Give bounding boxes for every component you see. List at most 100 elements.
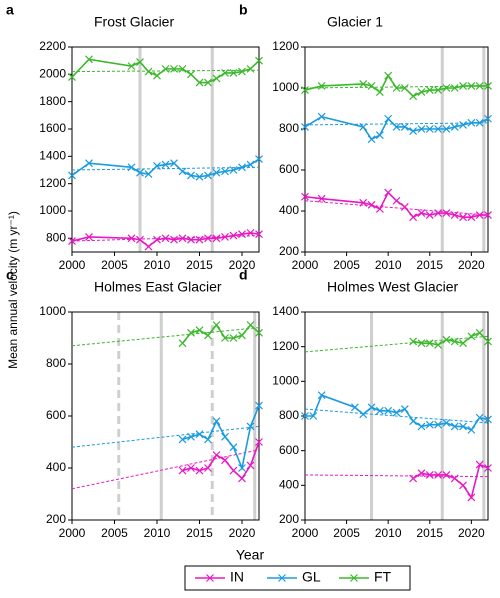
series-line [71, 232, 260, 248]
point [229, 334, 238, 342]
legend-label: GL [302, 569, 321, 585]
panel-letter: c [6, 267, 14, 283]
y-tick-label: 600 [46, 408, 66, 422]
y-tick-label: 200 [279, 512, 299, 526]
point [238, 474, 246, 483]
point [255, 230, 263, 239]
point [246, 422, 255, 431]
x-tick-label: 2000 [59, 526, 86, 540]
plot-frame [304, 46, 489, 253]
panel-title: Holmes West Glacier [327, 279, 459, 295]
point [255, 56, 263, 65]
point [204, 78, 212, 87]
x-axis-label: Year [236, 547, 265, 563]
point [221, 69, 229, 77]
point [359, 198, 368, 207]
point [459, 82, 467, 90]
point [434, 86, 443, 94]
point [187, 464, 195, 472]
point [195, 430, 204, 439]
point [384, 188, 393, 197]
point [221, 432, 229, 441]
series-line [412, 331, 489, 346]
panel-title: Glacier 1 [327, 14, 383, 30]
y-tick-label: 1200 [272, 39, 299, 53]
point [212, 74, 221, 83]
point [144, 170, 153, 179]
point [246, 64, 255, 73]
point [384, 114, 393, 123]
point [434, 341, 443, 349]
point [442, 209, 451, 217]
point [187, 235, 195, 244]
point [467, 213, 476, 222]
y-tick-label: 1000 [39, 203, 66, 217]
x-tick-label: 2000 [292, 526, 319, 540]
point [204, 331, 212, 340]
point [153, 161, 161, 170]
y-tick-label: 600 [279, 162, 299, 176]
point [359, 123, 368, 131]
point [375, 406, 384, 415]
point [417, 88, 426, 97]
point [467, 82, 476, 90]
point [475, 328, 484, 337]
x-tick-label: 2020 [229, 258, 256, 272]
point [450, 123, 459, 131]
point [425, 420, 434, 429]
point [301, 123, 309, 131]
panel-letter: d [239, 267, 248, 283]
point [484, 82, 492, 90]
trend-line [304, 474, 489, 478]
point [434, 471, 443, 479]
point [301, 86, 309, 94]
point [161, 160, 170, 169]
y-tick-label: 1600 [39, 121, 66, 135]
point [425, 125, 434, 133]
point [484, 464, 492, 472]
point [459, 481, 467, 490]
y-tick-label: 400 [279, 478, 299, 492]
point [400, 202, 409, 211]
point [409, 474, 418, 483]
x-tick-label: 2020 [229, 526, 256, 540]
x-tick-label: 2015 [416, 526, 443, 540]
y-tick-label: 800 [46, 231, 66, 245]
y-tick-label: 200 [279, 244, 299, 258]
y-tick-label: 200 [46, 512, 66, 526]
point [187, 328, 195, 337]
point [195, 466, 204, 475]
point [229, 166, 238, 174]
trend-line [71, 327, 260, 347]
point [459, 422, 467, 431]
point [246, 160, 255, 169]
trend-line [304, 122, 489, 126]
y-tick-label: 800 [46, 356, 66, 370]
panel-title: Holmes East Glacier [94, 279, 222, 295]
x-tick-label: 2005 [101, 526, 128, 540]
point [392, 84, 401, 92]
point [153, 235, 161, 244]
y-tick-label: 1800 [39, 94, 66, 108]
point [359, 79, 368, 88]
point [178, 435, 187, 444]
legend-marker [206, 574, 214, 582]
point [434, 125, 443, 133]
panel-title: Frost Glacier [94, 14, 174, 30]
point [136, 235, 144, 244]
x-tick-label: 2015 [186, 526, 213, 540]
y-tick-label: 400 [46, 460, 66, 474]
point [317, 194, 326, 203]
point [425, 86, 434, 94]
plot-frame [71, 46, 260, 253]
point [484, 211, 492, 220]
point [170, 235, 178, 244]
series-line [412, 463, 489, 500]
point [221, 233, 229, 241]
point [187, 171, 195, 180]
series-line [181, 323, 260, 344]
point [359, 410, 368, 419]
x-tick-label: 2010 [144, 258, 171, 272]
point [484, 337, 492, 346]
